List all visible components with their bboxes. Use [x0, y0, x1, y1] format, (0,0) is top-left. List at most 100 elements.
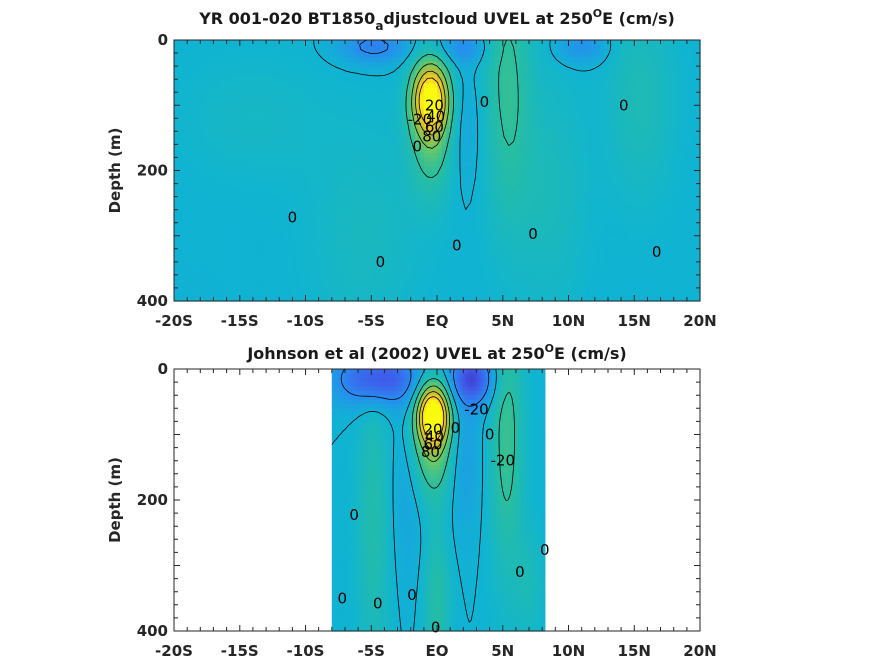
heatmap-cell: [401, 44, 407, 50]
heatmap-cell: [515, 113, 521, 119]
heatmap-cell: [415, 48, 421, 54]
heatmap-cell: [191, 287, 197, 293]
heatmap-cell: [266, 253, 272, 259]
heatmap-cell: [292, 244, 298, 250]
heatmap-cell: [182, 261, 188, 267]
heatmap-cell: [437, 96, 442, 102]
heatmap-cell: [375, 218, 381, 224]
heatmap-cell: [287, 292, 293, 298]
heatmap-cell: [230, 227, 236, 232]
heatmap-cell: [454, 283, 460, 289]
heatmap-cell: [187, 283, 193, 289]
heatmap-cell: [292, 131, 298, 137]
heatmap-cell: [520, 253, 526, 259]
heatmap-cell: [226, 131, 232, 137]
heatmap-cell: [349, 48, 355, 54]
heatmap-cell: [432, 83, 438, 89]
heatmap-cell: [498, 135, 504, 141]
heatmap-cell: [524, 74, 530, 80]
heatmap-cell: [388, 57, 394, 63]
heatmap-cell: [301, 140, 307, 145]
heatmap-cell: [515, 240, 521, 246]
heatmap-cell: [366, 122, 372, 128]
heatmap-cell: [353, 153, 359, 159]
heatmap-cell: [209, 218, 215, 224]
heatmap-cell: [244, 266, 250, 272]
heatmap-cell: [182, 74, 188, 80]
heatmap-cell: [371, 214, 377, 219]
heatmap-cell: [520, 287, 526, 293]
heatmap-cell: [375, 196, 381, 202]
heatmap-cell: [204, 131, 210, 137]
heatmap-cell: [380, 140, 385, 145]
heatmap-cell: [476, 118, 482, 124]
heatmap-cell: [239, 79, 245, 85]
heatmap-cell: [437, 196, 442, 202]
heatmap-cell: [204, 274, 210, 280]
heatmap-cell: [235, 135, 241, 141]
heatmap-cell: [493, 240, 499, 246]
heatmap-cell: [204, 44, 210, 50]
heatmap-cell: [235, 148, 241, 154]
heatmap-cell: [222, 44, 228, 50]
heatmap-cell: [437, 83, 442, 89]
heatmap-cell: [520, 214, 526, 219]
heatmap-cell: [344, 261, 350, 267]
heatmap-cell: [226, 70, 232, 76]
heatmap-cell: [226, 118, 232, 124]
heatmap-cell: [344, 244, 350, 250]
heatmap-cell: [353, 174, 359, 180]
heatmap-cell: [213, 122, 219, 128]
heatmap-cell: [244, 218, 250, 224]
heatmap-cell: [366, 100, 372, 106]
heatmap-cell: [296, 92, 302, 98]
heatmap-cell: [182, 214, 188, 219]
heatmap-cell: [406, 44, 412, 50]
heatmap-cell: [520, 218, 526, 224]
heatmap-cell: [362, 253, 368, 259]
heatmap-cell: [358, 187, 364, 193]
heatmap-cell: [520, 183, 526, 189]
heatmap-cell: [445, 70, 451, 76]
heatmap-cell: [393, 174, 399, 180]
heatmap-cell: [230, 92, 236, 98]
heatmap-cell: [428, 279, 434, 285]
heatmap-cell: [182, 122, 188, 128]
heatmap-cell: [358, 266, 364, 272]
heatmap-cell: [415, 248, 421, 254]
heatmap-cell: [423, 266, 429, 272]
heatmap-cell: [182, 187, 188, 193]
heatmap-cell: [485, 218, 491, 224]
heatmap-cell: [502, 92, 508, 98]
heatmap-cell: [419, 270, 425, 276]
heatmap-cell: [502, 222, 508, 228]
heatmap-cell: [301, 100, 307, 106]
heatmap-cell: [296, 200, 302, 206]
heatmap-cell: [340, 161, 346, 167]
heatmap-cell: [257, 187, 263, 193]
heatmap-cell: [279, 170, 285, 176]
heatmap-cell: [191, 144, 197, 150]
heatmap-cell: [498, 296, 504, 302]
heatmap-cell: [366, 257, 372, 263]
heatmap-cell: [200, 261, 206, 267]
heatmap-cell: [511, 235, 517, 241]
heatmap-cell: [323, 261, 329, 267]
heatmap-cell: [401, 270, 407, 276]
heatmap-cell: [244, 96, 250, 102]
heatmap-cell: [309, 235, 315, 241]
heatmap-cell: [472, 214, 478, 219]
heatmap-cell: [472, 66, 478, 72]
heatmap-cell: [524, 40, 530, 45]
heatmap-cell: [340, 253, 346, 259]
heatmap-cell: [397, 205, 403, 211]
heatmap-cell: [248, 183, 254, 189]
heatmap-cell: [502, 296, 508, 302]
heatmap-cell: [292, 109, 298, 115]
heatmap-cell: [222, 48, 228, 54]
heatmap-cell: [301, 248, 307, 254]
heatmap-cell: [283, 244, 289, 250]
heatmap-cell: [349, 222, 355, 228]
heatmap-cell: [467, 187, 473, 193]
heatmap-cell: [489, 205, 495, 211]
